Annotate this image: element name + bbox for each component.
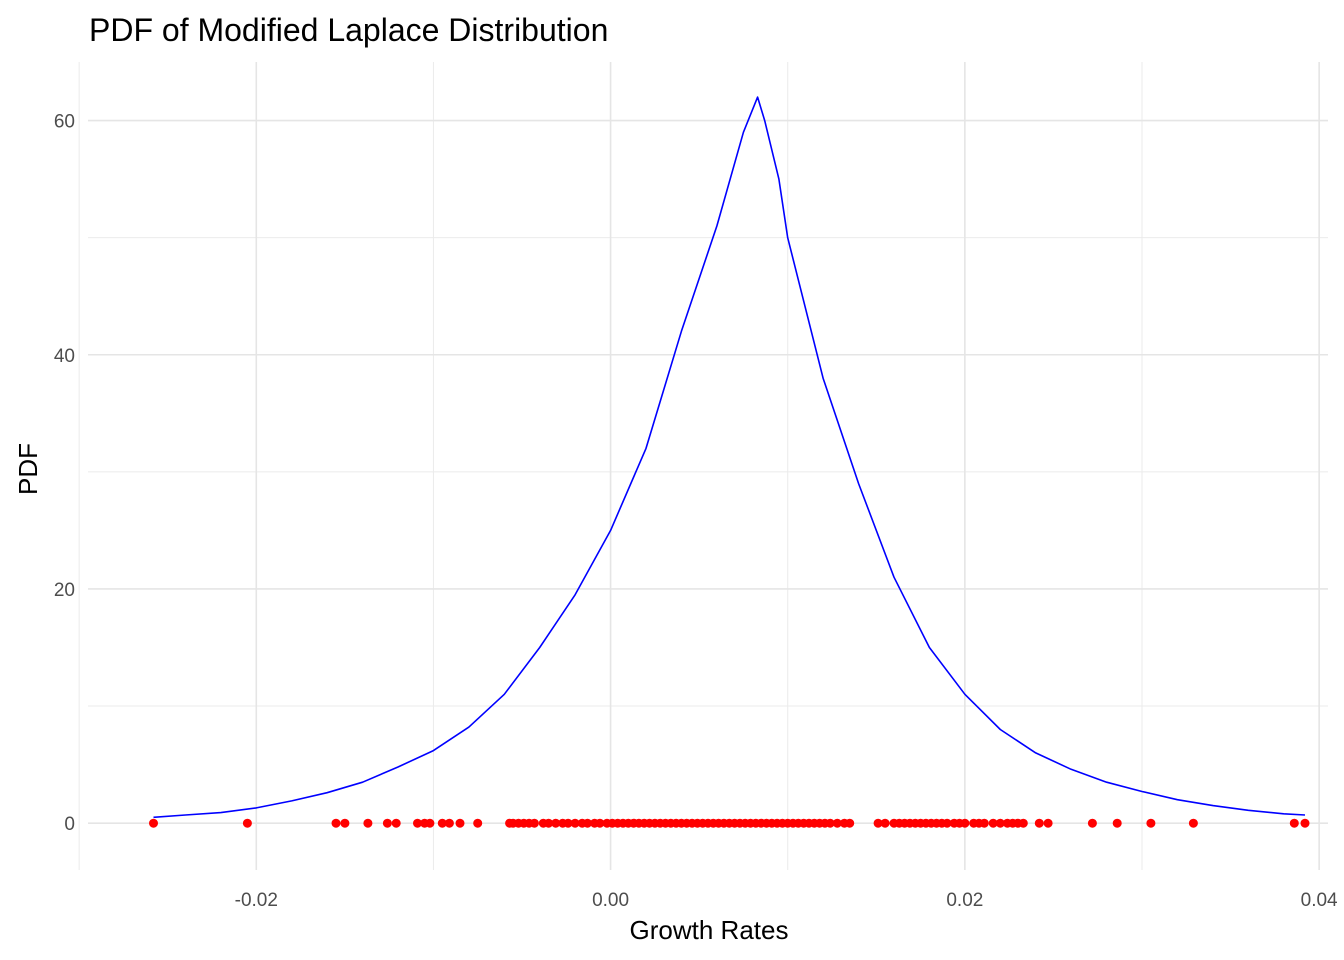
data-point — [873, 818, 883, 828]
data-point — [570, 818, 580, 828]
y-tick-label: 0 — [64, 814, 75, 835]
data-point — [995, 818, 1005, 828]
data-point — [880, 818, 890, 828]
data-point — [988, 818, 998, 828]
data-point — [1112, 818, 1122, 828]
data-point — [1289, 818, 1299, 828]
data-point — [242, 818, 252, 828]
data-point — [340, 818, 350, 828]
data-point — [529, 818, 539, 828]
data-point — [1043, 818, 1053, 828]
data-point — [845, 818, 855, 828]
data-point — [1188, 818, 1198, 828]
data-point — [1034, 818, 1044, 828]
data-point — [413, 818, 422, 828]
data-point — [444, 818, 454, 828]
x-tick-label: -0.02 — [235, 890, 278, 911]
pdf-line — [153, 96, 1306, 819]
y-axis: 0 20 40 60 — [54, 112, 75, 836]
data-point — [942, 818, 952, 828]
x-axis-title: Growth Rates — [630, 915, 789, 945]
chart-title: PDF of Modified Laplace Distribution — [89, 12, 608, 48]
data-point — [455, 818, 465, 828]
y-tick-label: 20 — [54, 580, 75, 601]
data-point — [1018, 818, 1028, 828]
y-axis-title: PDF — [13, 443, 43, 495]
data-point — [391, 818, 401, 828]
x-tick-label: 0.04 — [1301, 890, 1338, 911]
series-layer — [149, 96, 1310, 828]
y-tick-label: 40 — [54, 346, 75, 367]
data-point — [473, 818, 483, 828]
data-point — [825, 818, 835, 828]
x-tick-label: 0.02 — [946, 890, 983, 911]
data-point — [1146, 818, 1156, 828]
grid — [78, 62, 1328, 870]
x-tick-label: 0.00 — [592, 890, 629, 911]
data-point — [1087, 818, 1097, 828]
data-point — [583, 818, 592, 828]
data-point — [1300, 818, 1310, 828]
data-point — [960, 818, 970, 828]
data-point — [544, 818, 554, 828]
data-point — [149, 818, 158, 828]
data-point — [437, 818, 447, 828]
data-point — [331, 818, 341, 828]
data-point — [979, 818, 989, 828]
y-tick-label: 60 — [54, 112, 75, 133]
data-point — [363, 818, 373, 828]
data-point — [595, 818, 605, 828]
data-point — [832, 818, 842, 828]
data-point — [382, 818, 392, 828]
data-point — [425, 818, 435, 828]
data-point — [563, 818, 573, 828]
x-axis: -0.02 0.00 0.02 0.04 — [235, 890, 1338, 911]
data-point — [551, 818, 561, 828]
